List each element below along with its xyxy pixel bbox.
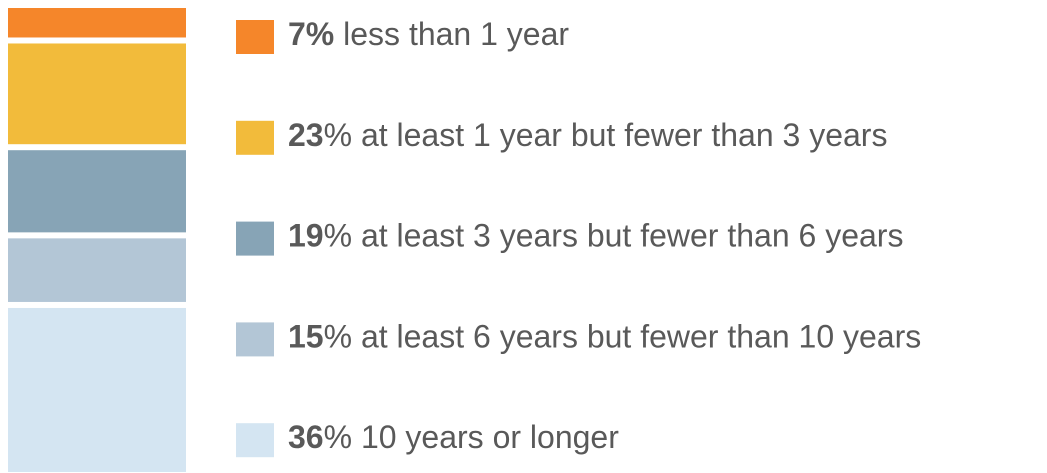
bar-segment [8, 43, 186, 145]
value-label: 36% [288, 420, 352, 456]
value-label: 15% [288, 319, 352, 355]
legend-name: 10 years or longer [361, 420, 619, 456]
legend-swatch [236, 120, 274, 155]
legend-swatch [236, 20, 274, 54]
legend-label: 23% at least 1 year but fewer than 3 yea… [288, 117, 887, 153]
legend-label: 36% 10 years or longer [288, 420, 619, 456]
legend-label: 7% less than 1 year [288, 16, 569, 52]
legend-label: 15% at least 6 years but fewer than 10 y… [288, 319, 921, 355]
legend-swatch [236, 423, 274, 458]
legend-name: at least 6 years but fewer than 10 years [361, 319, 921, 355]
bar-segment [8, 307, 186, 472]
legend-name: at least 1 year but fewer than 3 years [361, 117, 888, 153]
legend-name: at least 3 years but fewer than 6 years [361, 218, 904, 254]
legend-swatch [236, 322, 274, 357]
value-label: 19% [288, 218, 352, 254]
legend-label: 19% at least 3 years but fewer than 6 ye… [288, 218, 903, 254]
bar-segment [8, 150, 186, 233]
value-label: 7% [288, 16, 334, 52]
bar-segment [8, 238, 186, 302]
value-label: 23% [288, 117, 352, 153]
legend-swatch [236, 221, 274, 256]
legend-name: less than 1 year [343, 16, 569, 52]
bar-segment [8, 8, 186, 38]
